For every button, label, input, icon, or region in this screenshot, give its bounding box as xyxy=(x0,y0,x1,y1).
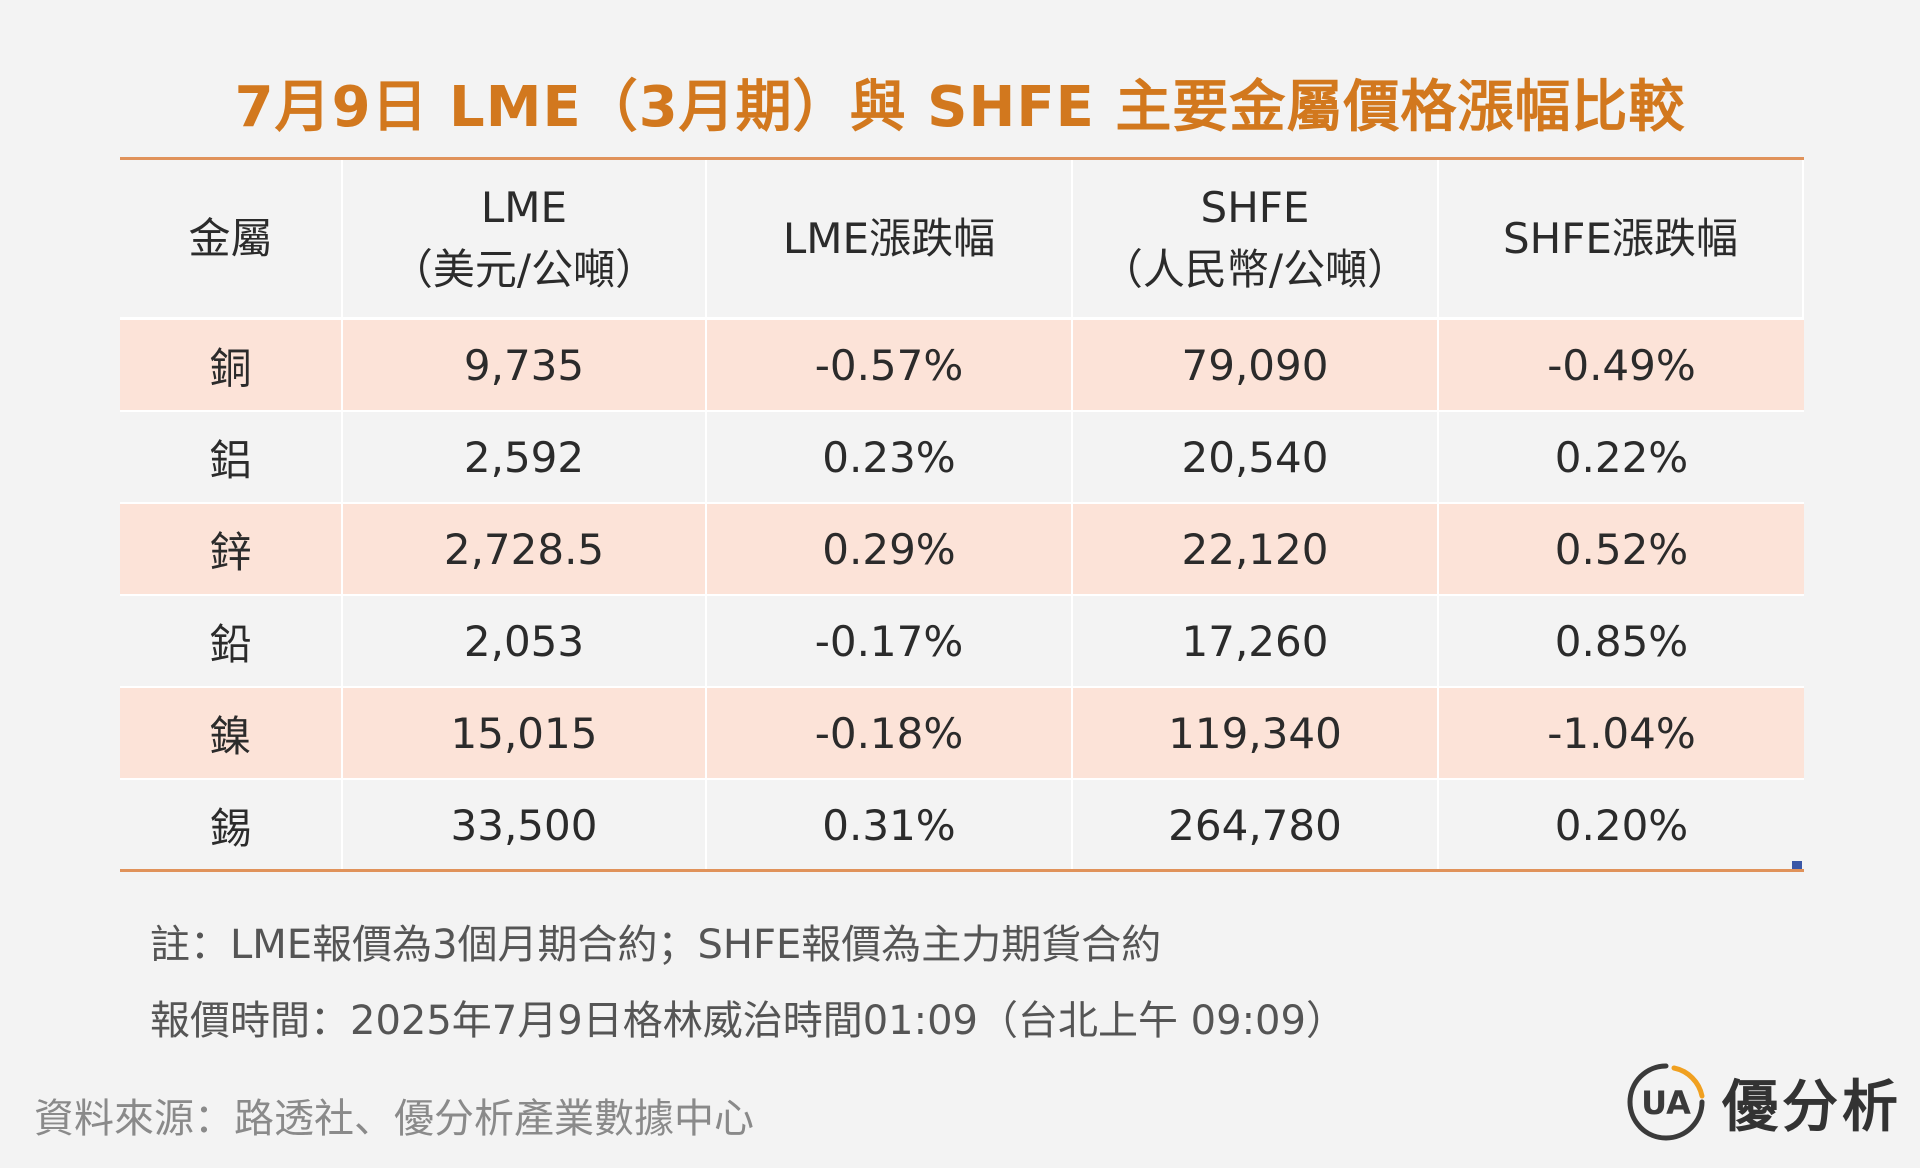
cell-lme-change: 0.31% xyxy=(707,780,1073,872)
ua-logo-icon: UA xyxy=(1627,1063,1705,1141)
price-table: 金屬 LME （美元/公噸） LME漲跌幅 SHFE （人民幣/公噸） SHFE… xyxy=(120,160,1804,872)
cell-lme-price: 9,735 xyxy=(343,320,707,412)
header-lme-change: LME漲跌幅 xyxy=(707,160,1073,320)
header-shfe-unit: （人民幣/公噸） xyxy=(1100,244,1410,294)
quote-time-note: 報價時間：2025年7月9日格林威治時間01:09（台北上午 09:09） xyxy=(150,998,1346,1044)
cell-metal: 鉛 xyxy=(120,596,343,688)
cell-lme-price: 2,053 xyxy=(343,596,707,688)
header-lme-label: LME xyxy=(480,182,568,232)
cell-shfe-price: 79,090 xyxy=(1073,320,1439,412)
table-bottom-rule xyxy=(120,869,1804,872)
cell-metal: 銅 xyxy=(120,320,343,412)
cell-shfe-change: 0.85% xyxy=(1439,596,1804,688)
header-shfe: SHFE （人民幣/公噸） xyxy=(1073,160,1439,320)
logo-mark-text: UA xyxy=(1641,1084,1691,1122)
cell-shfe-price: 20,540 xyxy=(1073,412,1439,504)
corner-marker xyxy=(1792,861,1802,869)
header-lme: LME （美元/公噸） xyxy=(343,160,707,320)
cell-lme-price: 15,015 xyxy=(343,688,707,780)
cell-metal: 鋁 xyxy=(120,412,343,504)
data-source: 資料來源：路透社、優分析產業數據中心 xyxy=(34,1096,754,1142)
cell-lme-change: -0.18% xyxy=(707,688,1073,780)
cell-metal: 鋅 xyxy=(120,504,343,596)
cell-shfe-price: 264,780 xyxy=(1073,780,1439,872)
cell-shfe-price: 22,120 xyxy=(1073,504,1439,596)
logo-text: 優分析 xyxy=(1722,1074,1902,1140)
table-top-rule xyxy=(120,157,1804,160)
brand-logo: UA 優分析 xyxy=(1624,1054,1920,1150)
cell-lme-change: 0.29% xyxy=(707,504,1073,596)
cell-metal: 鎳 xyxy=(120,688,343,780)
cell-shfe-price: 17,260 xyxy=(1073,596,1439,688)
cell-lme-change: -0.57% xyxy=(707,320,1073,412)
header-shfe-change-label: SHFE漲跌幅 xyxy=(1503,213,1738,263)
cell-shfe-change: -0.49% xyxy=(1439,320,1804,412)
cell-lme-price: 33,500 xyxy=(343,780,707,872)
cell-shfe-change: 0.52% xyxy=(1439,504,1804,596)
header-shfe-change: SHFE漲跌幅 xyxy=(1439,160,1804,320)
cell-shfe-change: 0.20% xyxy=(1439,780,1804,872)
cell-lme-price: 2,592 xyxy=(343,412,707,504)
cell-lme-change: -0.17% xyxy=(707,596,1073,688)
contract-note: 註：LME報價為3個月期合約；SHFE報價為主力期貨合約 xyxy=(150,922,1162,968)
header-metal-label: 金屬 xyxy=(188,213,273,263)
cell-lme-price: 2,728.5 xyxy=(343,504,707,596)
cell-shfe-change: -1.04% xyxy=(1439,688,1804,780)
header-lme-unit: （美元/公噸） xyxy=(390,244,658,294)
header-shfe-label: SHFE xyxy=(1200,182,1310,232)
cell-shfe-price: 119,340 xyxy=(1073,688,1439,780)
page-title: 7月9日 LME（3月期）與 SHFE 主要金屬價格漲幅比較 xyxy=(234,75,1686,140)
header-metal: 金屬 xyxy=(120,160,343,320)
header-lme-change-label: LME漲跌幅 xyxy=(782,213,996,263)
cell-shfe-change: 0.22% xyxy=(1439,412,1804,504)
cell-metal: 錫 xyxy=(120,780,343,872)
cell-lme-change: 0.23% xyxy=(707,412,1073,504)
